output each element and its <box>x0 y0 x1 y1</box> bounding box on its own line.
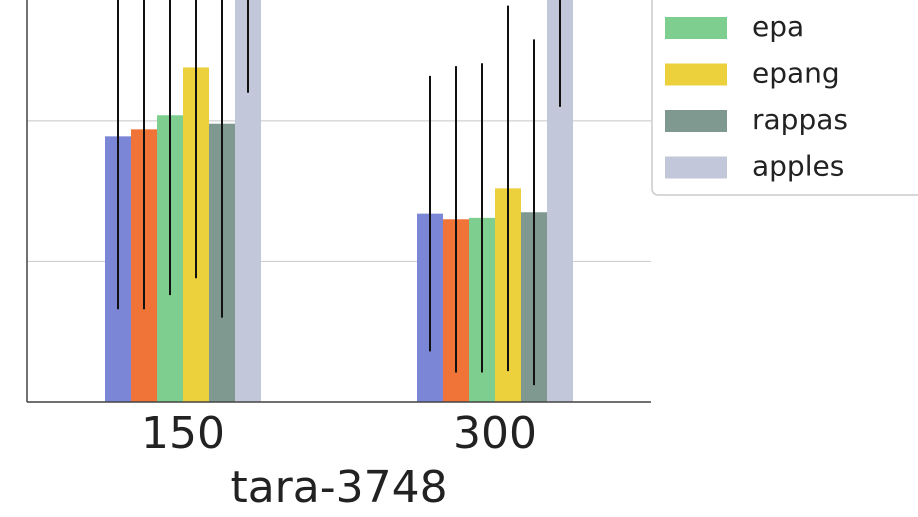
legend-label: rappas <box>752 103 848 136</box>
legend-swatch <box>665 156 727 179</box>
legend-entries: epa epang rappas apples <box>665 10 848 183</box>
legend-label: apples <box>752 150 844 183</box>
x-tick-label: 150 <box>141 408 225 459</box>
legend-swatch <box>665 110 727 132</box>
legend <box>651 0 918 196</box>
bars <box>105 0 573 402</box>
legend-label: epa <box>752 10 804 43</box>
x-tick-label: 300 <box>453 408 537 459</box>
x-axis-label: tara-3748 <box>230 462 447 513</box>
legend-swatch <box>665 17 727 39</box>
legend-label: epang <box>752 57 840 90</box>
legend-swatch <box>665 63 727 86</box>
